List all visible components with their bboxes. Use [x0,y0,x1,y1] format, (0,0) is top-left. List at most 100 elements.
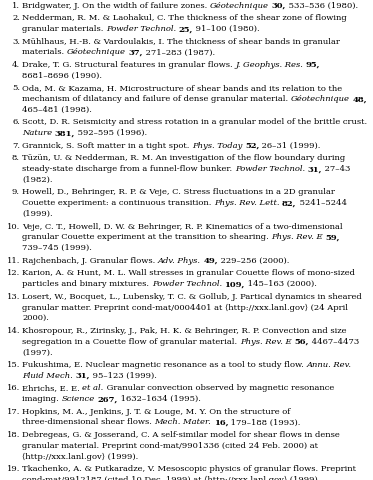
Text: Oda, M. & Kazama, H. Microstructure of shear bands and its relation to the: Oda, M. & Kazama, H. Microstructure of s… [22,84,342,92]
Text: 5241–5244: 5241–5244 [297,199,347,207]
Text: 52,: 52, [245,142,259,149]
Text: 10.: 10. [7,222,20,230]
Text: 82,: 82, [282,199,297,207]
Text: 5.: 5. [12,84,20,92]
Text: Powder Technol.: Powder Technol. [152,279,222,288]
Text: granular material. Preprint cond-mat/9901336 (cited 24 Feb. 2000) at: granular material. Preprint cond-mat/990… [22,441,318,449]
Text: granular materials.: granular materials. [22,25,106,33]
Text: Phys. Rev. E: Phys. Rev. E [240,337,291,345]
Text: imaging.: imaging. [22,394,62,402]
Text: 8.: 8. [12,154,20,162]
Text: Powder Technol.: Powder Technol. [106,25,176,33]
Text: 7.: 7. [12,142,20,149]
Text: Tüzün, U. & Nedderman, R. M. An investigation of the flow boundary during: Tüzün, U. & Nedderman, R. M. An investig… [22,154,345,162]
Text: 8681–8696 (1990).: 8681–8696 (1990). [22,72,102,80]
Text: 13.: 13. [7,292,20,300]
Text: (1997).: (1997). [22,348,53,356]
Text: 31,: 31, [307,165,322,173]
Text: Phys. Rev. E: Phys. Rev. E [272,233,323,241]
Text: 6.: 6. [12,118,20,126]
Text: Losert, W., Bocquet, L., Lubensky, T. C. & Gollub, J. Partical dynamics in shear: Losert, W., Bocquet, L., Lubensky, T. C.… [22,292,362,300]
Text: ⟨http://xxx.lanl.gov⟩ (1999).: ⟨http://xxx.lanl.gov⟩ (1999). [22,452,138,460]
Text: 95–123 (1999).: 95–123 (1999). [90,371,157,379]
Text: Granular convection observed by magnetic resonance: Granular convection observed by magnetic… [104,384,334,392]
Text: Fukushima, E. Nuclear magnetic resonance as a tool to study flow.: Fukushima, E. Nuclear magnetic resonance… [22,360,306,368]
Text: 1.: 1. [12,2,20,10]
Text: 179–188 (1993).: 179–188 (1993). [229,418,301,426]
Text: 109,: 109, [225,279,245,288]
Text: Debregeas, G. & Josserand, C. A self-similar model for shear flows in dense: Debregeas, G. & Josserand, C. A self-sim… [22,430,340,438]
Text: 48,: 48, [352,95,367,103]
Text: Powder Technol.: Powder Technol. [235,165,305,173]
Text: Tkachenko, A. & Putkaradze, V. Mesoscopic physics of granular flows. Preprint: Tkachenko, A. & Putkaradze, V. Mesoscopi… [22,464,356,472]
Text: (1999).: (1999). [22,210,53,217]
Text: 27–43: 27–43 [322,165,350,173]
Text: 26–31 (1999).: 26–31 (1999). [259,142,321,149]
Text: Annu. Rev.: Annu. Rev. [306,360,351,368]
Text: 271–283 (1987).: 271–283 (1987). [143,48,215,56]
Text: Science: Science [62,394,95,402]
Text: 95,: 95, [306,61,320,69]
Text: 381,: 381, [55,129,75,137]
Text: 25,: 25, [179,25,193,33]
Text: Phys. Today: Phys. Today [192,142,242,149]
Text: 3.: 3. [12,37,20,46]
Text: 12.: 12. [7,269,20,277]
Text: 17.: 17. [7,407,20,415]
Text: Géotechnique: Géotechnique [291,95,350,103]
Text: 49,: 49, [204,256,218,264]
Text: 91–100 (1980).: 91–100 (1980). [193,25,260,33]
Text: 4.: 4. [12,61,20,69]
Text: Drake, T. G. Structural features in granular flows.: Drake, T. G. Structural features in gran… [22,61,235,69]
Text: Ehrichs, E. E.: Ehrichs, E. E. [22,384,82,392]
Text: Khosropour, R., Zirinsky, J., Pak, H. K. & Behringer, R. P. Convection and size: Khosropour, R., Zirinsky, J., Pak, H. K.… [22,326,347,334]
Text: 533–536 (1980).: 533–536 (1980). [286,2,358,10]
Text: 15.: 15. [7,360,20,368]
Text: 18.: 18. [7,430,20,438]
Text: Karion, A. & Hunt, M. L. Wall stresses in granular Couette flows of mono-sized: Karion, A. & Hunt, M. L. Wall stresses i… [22,269,355,277]
Text: 16,: 16, [214,418,229,426]
Text: materials.: materials. [22,48,67,56]
Text: mechanism of dilatancy and failure of dense granular material.: mechanism of dilatancy and failure of de… [22,95,291,103]
Text: Géotechnique: Géotechnique [67,48,126,56]
Text: 59,: 59, [326,233,340,241]
Text: Rajchenbach, J. Granular flows.: Rajchenbach, J. Granular flows. [22,256,158,264]
Text: Géotechnique: Géotechnique [210,2,269,10]
Text: (1982).: (1982). [22,176,53,183]
Text: granular Couette experiment at the transition to shearing.: granular Couette experiment at the trans… [22,233,272,241]
Text: Howell, D., Behringer, R. P. & Veje, C. Stress fluctuations in a 2D granular: Howell, D., Behringer, R. P. & Veje, C. … [22,188,335,196]
Text: 465–481 (1998).: 465–481 (1998). [22,106,92,114]
Text: 56,: 56, [294,337,308,345]
Text: 30,: 30, [272,2,286,10]
Text: 229–256 (2000).: 229–256 (2000). [218,256,289,264]
Text: granular matter. Preprint cond-mat/0004401 at ⟨http://xxx.lanl.gov⟩ (24 April: granular matter. Preprint cond-mat/00044… [22,303,348,311]
Text: Adv. Phys.: Adv. Phys. [158,256,201,264]
Text: 592–595 (1996).: 592–595 (1996). [75,129,147,137]
Text: Couette experiment: a continuous transition.: Couette experiment: a continuous transit… [22,199,214,207]
Text: Fluid Mech.: Fluid Mech. [22,371,73,379]
Text: 267,: 267, [97,394,117,402]
Text: steady-state discharge from a funnel-flow bunker.: steady-state discharge from a funnel-flo… [22,165,235,173]
Text: Nature: Nature [22,129,52,137]
Text: Phys. Rev. Lett.: Phys. Rev. Lett. [214,199,279,207]
Text: 739–745 (1999).: 739–745 (1999). [22,244,92,252]
Text: Nedderman, R. M. & Laohakul, C. The thickness of the shear zone of flowing: Nedderman, R. M. & Laohakul, C. The thic… [22,14,347,22]
Text: three-dimensional shear flows.: three-dimensional shear flows. [22,418,154,426]
Text: et al.: et al. [82,384,104,392]
Text: Bridgwater, J. On the width of failure zones.: Bridgwater, J. On the width of failure z… [22,2,210,10]
Text: Grannick, S. Soft matter in a tight spot.: Grannick, S. Soft matter in a tight spot… [22,142,192,149]
Text: 19.: 19. [7,464,20,472]
Text: Veje, C. T., Howell, D. W. & Behringer, R. P. Kinematics of a two-dimensional: Veje, C. T., Howell, D. W. & Behringer, … [22,222,343,230]
Text: 1632–1634 (1995).: 1632–1634 (1995). [117,394,201,402]
Text: segregation in a Couette flow of granular material.: segregation in a Couette flow of granula… [22,337,240,345]
Text: 37,: 37, [128,48,143,56]
Text: 31,: 31, [75,371,90,379]
Text: 16.: 16. [7,384,20,392]
Text: 14.: 14. [6,326,20,334]
Text: Hopkins, M. A., Jenkins, J. T. & Louge, M. Y. On the structure of: Hopkins, M. A., Jenkins, J. T. & Louge, … [22,407,290,415]
Text: 11.: 11. [7,256,20,264]
Text: Mech. Mater.: Mech. Mater. [154,418,211,426]
Text: 4467–4473: 4467–4473 [308,337,359,345]
Text: J. Geophys. Res.: J. Geophys. Res. [235,61,303,69]
Text: 2.: 2. [12,14,20,22]
